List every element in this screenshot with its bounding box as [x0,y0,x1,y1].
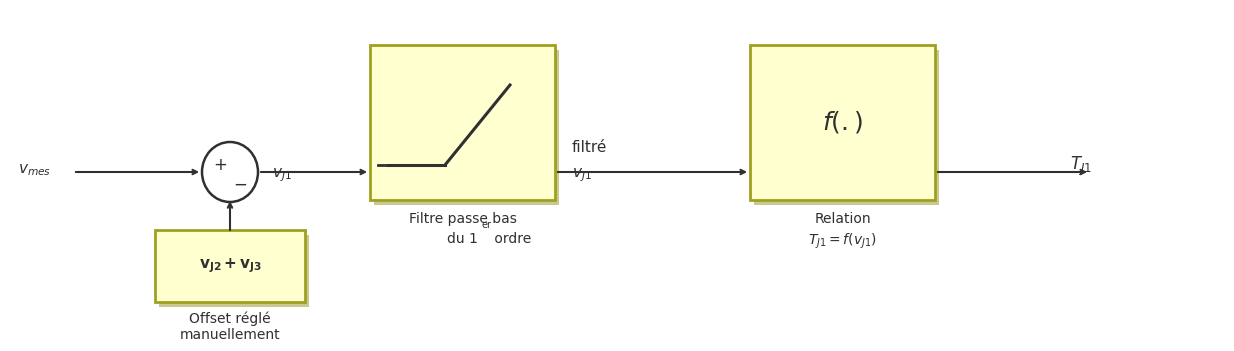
Bar [750,45,935,200]
Bar [374,50,559,205]
Text: $f(.)$: $f(.)$ [822,109,863,135]
Text: ordre: ordre [490,232,532,246]
Text: $T_{J1}$: $T_{J1}$ [1070,155,1092,178]
Text: $v_{J1}$: $v_{J1}$ [271,166,292,184]
Text: Relation: Relation [814,212,871,226]
Text: $\mathbf{v_{J2} + v_{J3}}$: $\mathbf{v_{J2} + v_{J3}}$ [199,257,262,275]
Text: er: er [481,220,491,230]
Bar [159,235,308,307]
Text: manuellement: manuellement [180,328,280,342]
Bar [155,230,305,302]
Bar [754,50,939,205]
Ellipse shape [202,142,258,202]
Text: du 1: du 1 [447,232,478,246]
Text: $T_{J1}=f(v_{J1})$: $T_{J1}=f(v_{J1})$ [808,232,877,251]
Bar [370,45,555,200]
Text: +: + [213,156,227,174]
Text: Offset réglé: Offset réglé [189,312,270,326]
Text: filtré: filtré [573,140,607,155]
Text: $v_{mes}$: $v_{mes}$ [19,162,52,178]
Text: $v_{J1}$: $v_{J1}$ [573,166,592,184]
Text: −: − [233,176,247,194]
Text: Filtre passe bas: Filtre passe bas [408,212,517,226]
